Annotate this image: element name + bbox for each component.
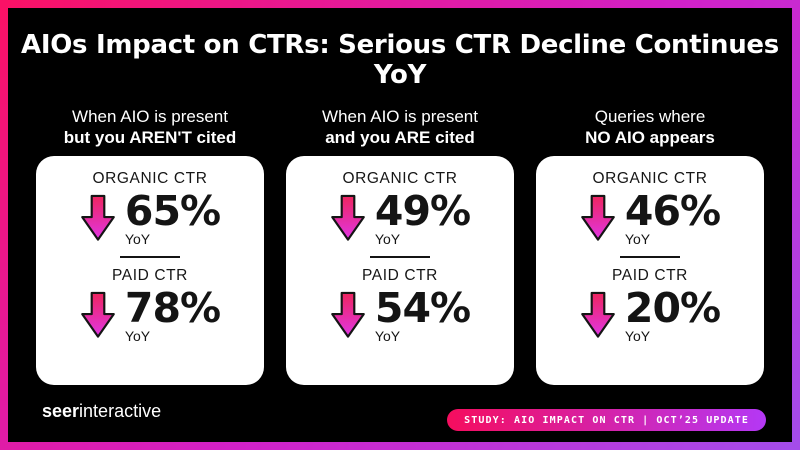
column-header: Queries where NO AIO appears	[536, 106, 764, 150]
page-title: AIOs Impact on CTRs: Serious CTR Decline…	[21, 30, 779, 90]
stat-value: 49%	[374, 187, 471, 235]
stat-value: 65%	[124, 187, 221, 235]
organic-ctr-stat: ORGANIC CTR 65% YoY	[80, 170, 221, 247]
down-arrow-icon	[331, 291, 365, 338]
divider	[120, 256, 180, 258]
column-header-line2: NO AIO appears	[585, 128, 715, 147]
column-header-line2: but you AREN'T cited	[63, 128, 237, 147]
stat-value: 54%	[374, 284, 471, 332]
stat-label: PAID CTR	[361, 267, 438, 284]
stat-card: ORGANIC CTR 49% YoY PAID CTR	[286, 156, 514, 385]
stat-sublabel: YoY	[124, 231, 151, 247]
stat-sublabel: YoY	[624, 231, 651, 247]
column-header: When AIO is present and you ARE cited	[286, 106, 514, 150]
stat-sublabel: YoY	[374, 328, 401, 344]
column-header-line1: When AIO is present	[72, 107, 228, 126]
logo-regular-part: interactive	[79, 401, 162, 421]
organic-ctr-stat: ORGANIC CTR 46% YoY	[580, 170, 721, 247]
divider	[620, 256, 680, 258]
stat-columns: When AIO is present but you AREN'T cited…	[8, 106, 792, 385]
paid-ctr-stat: PAID CTR 78% YoY	[80, 267, 221, 344]
stat-label: PAID CTR	[111, 267, 188, 284]
stat-label: PAID CTR	[611, 267, 688, 284]
column-header-line1: Queries where	[594, 107, 706, 126]
organic-ctr-stat: ORGANIC CTR 49% YoY	[330, 170, 471, 247]
paid-ctr-stat: PAID CTR 20% YoY	[580, 267, 721, 344]
stat-value: 78%	[124, 284, 221, 332]
stat-value: 46%	[624, 187, 721, 235]
stat-sublabel: YoY	[624, 328, 651, 344]
stat-column-cited: When AIO is present and you ARE cited OR…	[286, 106, 514, 385]
stat-value: 20%	[624, 284, 721, 332]
stat-card: ORGANIC CTR 46% YoY PAID CTR	[536, 156, 764, 385]
stat-label: ORGANIC CTR	[592, 170, 708, 187]
down-arrow-icon	[581, 194, 615, 241]
stat-sublabel: YoY	[374, 231, 401, 247]
divider	[370, 256, 430, 258]
stat-label: ORGANIC CTR	[92, 170, 208, 187]
down-arrow-icon	[81, 291, 115, 338]
study-badge: STUDY: AIO IMPACT ON CTR | OCT’25 UPDATE	[447, 409, 766, 431]
down-arrow-icon	[581, 291, 615, 338]
paid-ctr-stat: PAID CTR 54% YoY	[330, 267, 471, 344]
stat-column-not-cited: When AIO is present but you AREN'T cited…	[36, 106, 264, 385]
column-header-line2: and you ARE cited	[325, 128, 475, 147]
column-header-line1: When AIO is present	[322, 107, 478, 126]
stat-column-no-aio: Queries where NO AIO appears ORGANIC CTR…	[536, 106, 764, 385]
stat-card: ORGANIC CTR 65% YoY PAID CTR	[36, 156, 264, 385]
study-badge-label: STUDY: AIO IMPACT ON CTR | OCT’25 UPDATE	[464, 414, 749, 426]
logo-bold-part: seer	[42, 401, 80, 421]
stat-sublabel: YoY	[124, 328, 151, 344]
stat-label: ORGANIC CTR	[342, 170, 458, 187]
down-arrow-icon	[81, 194, 115, 241]
column-header: When AIO is present but you AREN'T cited	[36, 106, 264, 150]
seer-interactive-logo: seerinteractive	[42, 401, 161, 422]
down-arrow-icon	[331, 194, 365, 241]
